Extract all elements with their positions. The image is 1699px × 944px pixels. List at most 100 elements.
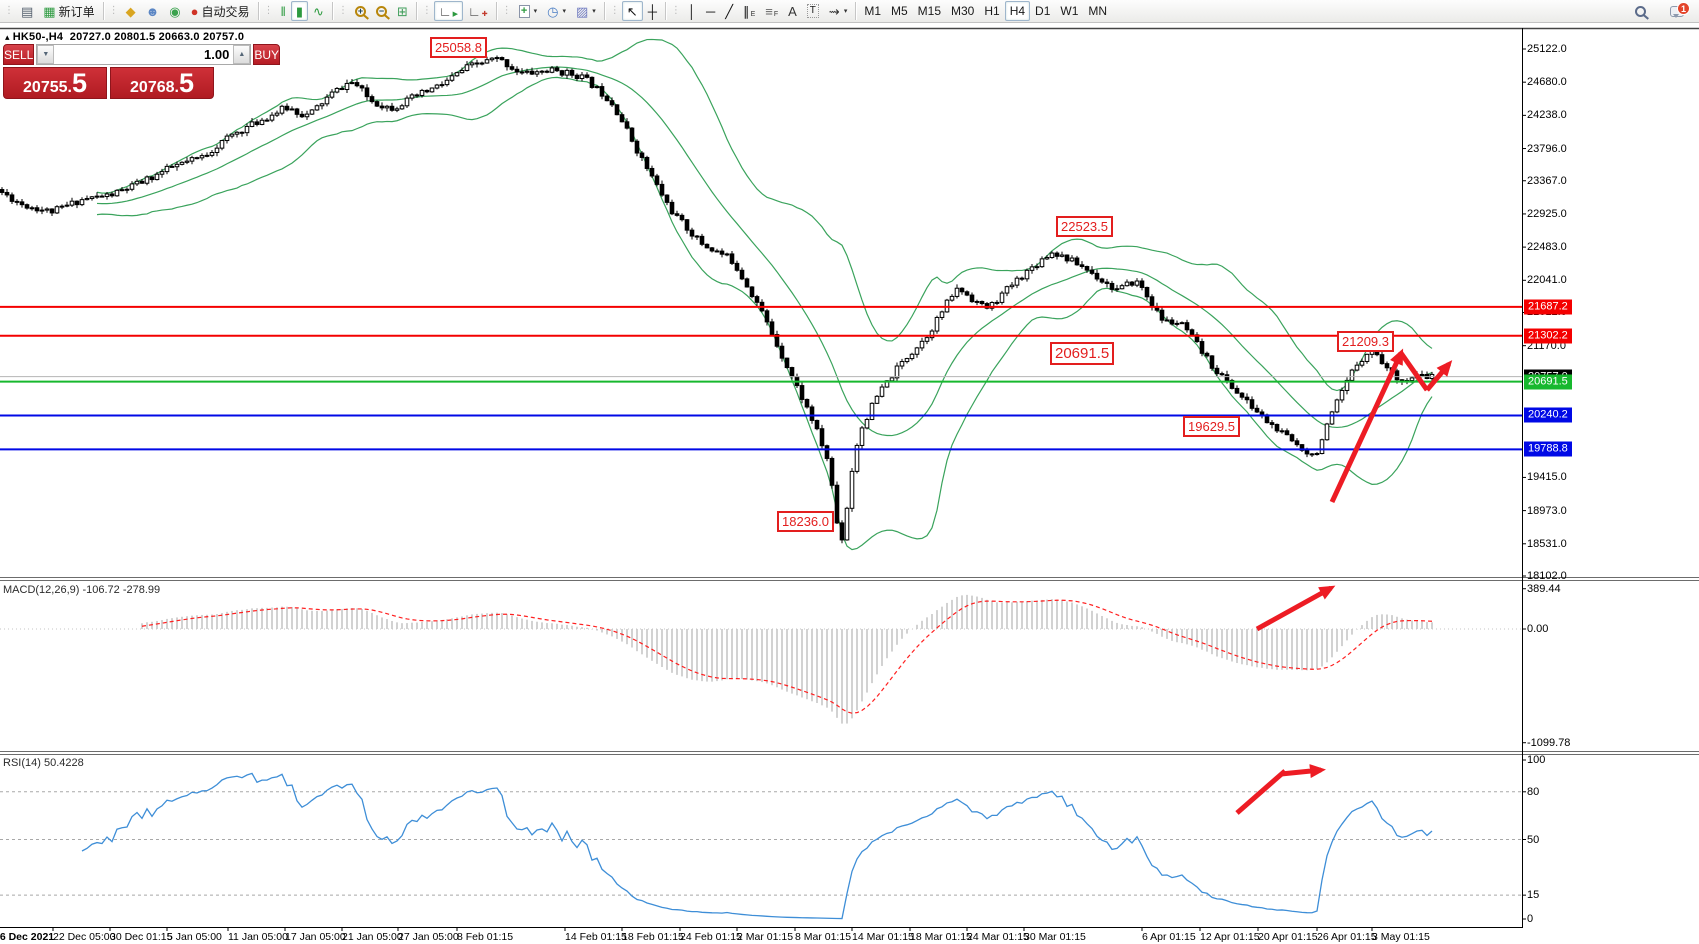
timeframe-h4[interactable]: H4: [1004, 1, 1031, 21]
price-level-badge: 19788.8: [1524, 441, 1572, 457]
arrows-tool-button[interactable]: ⇝ ▾: [824, 1, 852, 21]
templates-caret[interactable]: ▾: [592, 8, 596, 15]
sell-price-tile[interactable]: 20755. 5: [3, 67, 107, 99]
rsi-axis-tick: 0: [1527, 913, 1534, 925]
equidistant-channel-button[interactable]: ∥ E: [738, 1, 760, 21]
chart-bars-icon: ‖: [280, 3, 286, 19]
periods-caret[interactable]: ▾: [562, 8, 566, 15]
time-axis-label: 11 Jan 05:00: [228, 931, 288, 943]
auto-scroll-button[interactable]: ∟ ▶: [433, 1, 463, 21]
zoom-in-button[interactable]: +: [350, 1, 371, 21]
trend-arrow-main[interactable]: [1425, 360, 1453, 392]
chart-bars-button[interactable]: ‖: [276, 1, 291, 21]
periods-button[interactable]: ◷ ▾: [542, 1, 571, 21]
trend-arrow-rsi[interactable]: [1280, 764, 1326, 779]
crosshair-button[interactable]: ┼: [643, 1, 662, 21]
toolbar-group-handle: ⋮: [421, 5, 432, 16]
new-chart-icon: ▤: [21, 3, 34, 19]
timeframe-h1[interactable]: H1: [984, 4, 1000, 18]
buy-price-tile[interactable]: 20768. 5: [110, 67, 214, 99]
vertical-line-button[interactable]: │: [683, 1, 701, 21]
time-axis-label: 3 May 01:15: [1372, 931, 1430, 943]
chat-button[interactable]: 1: [1665, 2, 1690, 22]
price-annotation[interactable]: 19629.5: [1183, 416, 1240, 437]
price-annotation[interactable]: 21209.3: [1337, 331, 1394, 352]
market-watch-icon: ◆: [125, 3, 136, 19]
time-axis-label: 24 Feb 01:15: [680, 931, 742, 943]
symbol-marker-icon: ▴: [5, 32, 10, 42]
chart-candles-button[interactable]: ▮: [290, 1, 309, 21]
market-watch-button[interactable]: ◆: [121, 1, 141, 21]
price-level-badge: 21687.2: [1524, 299, 1572, 315]
price-annotation[interactable]: 18236.0: [777, 511, 834, 532]
indicators-caret[interactable]: ▾: [533, 8, 538, 15]
auto-trading-button[interactable]: ● 自动交易: [186, 1, 255, 21]
new-order-button[interactable]: ▦ 新订单: [38, 1, 99, 21]
price-annotation[interactable]: 20691.5: [1050, 342, 1115, 365]
trend-arrow-main[interactable]: [1398, 351, 1430, 392]
signals-button[interactable]: ◉: [164, 1, 185, 21]
cursor-icon: ↖: [626, 3, 638, 19]
horizontal-line-button[interactable]: ─: [701, 1, 720, 21]
notification-badge[interactable]: 1: [1677, 2, 1690, 15]
price-axis-tick: 18973.0: [1527, 504, 1567, 517]
chart-shift-button[interactable]: ∟ ✚: [463, 1, 493, 21]
templates-button[interactable]: ▨ ▾: [571, 1, 601, 21]
timeframe-d1[interactable]: D1: [1035, 4, 1051, 18]
chat-icon: 1: [1670, 2, 1690, 18]
tile-windows-button[interactable]: ⊞: [392, 1, 413, 21]
new-chart-button[interactable]: ▤: [16, 1, 38, 21]
price-annotation[interactable]: 25058.8: [430, 37, 487, 58]
search-button[interactable]: [1630, 2, 1651, 22]
macd-axis-tick: 0.00: [1527, 623, 1549, 635]
price-axis-tick: 23367.0: [1527, 174, 1567, 187]
time-axis-label: 30 Dec 01:15: [110, 931, 173, 943]
timeframe-m1[interactable]: M1: [864, 4, 881, 18]
time-axis-label: 24 Mar 01:15: [967, 931, 1029, 943]
arrows-tool-caret[interactable]: ▾: [843, 8, 848, 15]
search-icon: [1635, 6, 1646, 17]
timeframe-m30[interactable]: M30: [951, 4, 975, 18]
timeframe-m15[interactable]: M15: [917, 4, 942, 18]
toolbar-group-handle: ⋮: [108, 5, 119, 16]
timeframe-mn[interactable]: MN: [1088, 4, 1108, 18]
price-axis-tick: 24680.0: [1527, 76, 1567, 89]
rsi-axis-tick: 80: [1527, 785, 1540, 798]
toolbar-group-handle: ⋮: [501, 5, 512, 16]
fibonacci-button[interactable]: ≡ F: [760, 1, 783, 21]
buy-button[interactable]: BUY: [253, 44, 281, 65]
zoom-in-icon: +: [354, 5, 366, 17]
trend-arrow-rsi[interactable]: [1235, 769, 1287, 815]
symbol-info: ▴ HK50-,H4 20727.0 20801.5 20663.0 20757.…: [5, 31, 244, 43]
timeframe-w1[interactable]: W1: [1060, 4, 1079, 18]
data-window-button[interactable]: ☻: [141, 1, 165, 21]
volume-input[interactable]: [54, 45, 234, 64]
volume-increase-button[interactable]: ▲: [233, 45, 251, 64]
price-level-badge: 20240.2: [1524, 407, 1572, 423]
toolbar-group-handle: ⋮: [263, 5, 274, 16]
time-axis-label: 8 Mar 01:15: [795, 931, 852, 943]
price-axis-tick: 18102.0: [1527, 569, 1567, 582]
price-annotation[interactable]: 22523.5: [1056, 216, 1113, 237]
time-axis-label: 16 Dec 2021: [0, 931, 55, 943]
text-button[interactable]: A: [783, 1, 802, 21]
indicators-button[interactable]: + ▾: [514, 1, 543, 21]
trend-arrow-macd[interactable]: [1255, 585, 1336, 632]
cursor-button[interactable]: ↖: [621, 1, 643, 21]
chart-line-button[interactable]: ∿: [308, 1, 329, 21]
zoom-out-button[interactable]: −: [371, 1, 392, 21]
macd-axis-tick: -1099.78: [1527, 736, 1571, 749]
volume-decrease-button[interactable]: ▼: [37, 45, 55, 64]
sell-button[interactable]: SELL: [3, 44, 35, 65]
time-axis-label: 2 Mar 01:15: [737, 931, 794, 943]
rsi-indicator-label: RSI(14) 50.4228: [3, 757, 84, 769]
time-axis-label: 30 Mar 01:15: [1024, 931, 1086, 943]
trend-arrow-main[interactable]: [1329, 348, 1404, 504]
timeframe-m5[interactable]: M5: [891, 4, 908, 18]
trendline-button[interactable]: ╱: [720, 1, 738, 21]
time-axis-label: 21 Jan 05:00: [342, 931, 403, 943]
price-axis-tick: 23796.0: [1527, 142, 1567, 155]
text-label-button[interactable]: T: [802, 1, 824, 21]
